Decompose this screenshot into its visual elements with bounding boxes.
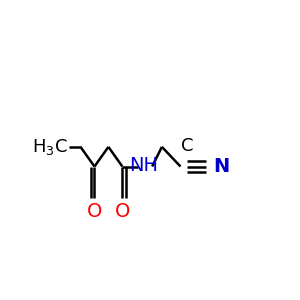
Text: C: C [181,137,194,155]
Text: N: N [213,157,229,176]
Text: H$_3$C: H$_3$C [32,137,68,157]
Text: NH: NH [129,156,158,175]
Text: O: O [87,202,102,221]
Text: O: O [115,202,130,221]
